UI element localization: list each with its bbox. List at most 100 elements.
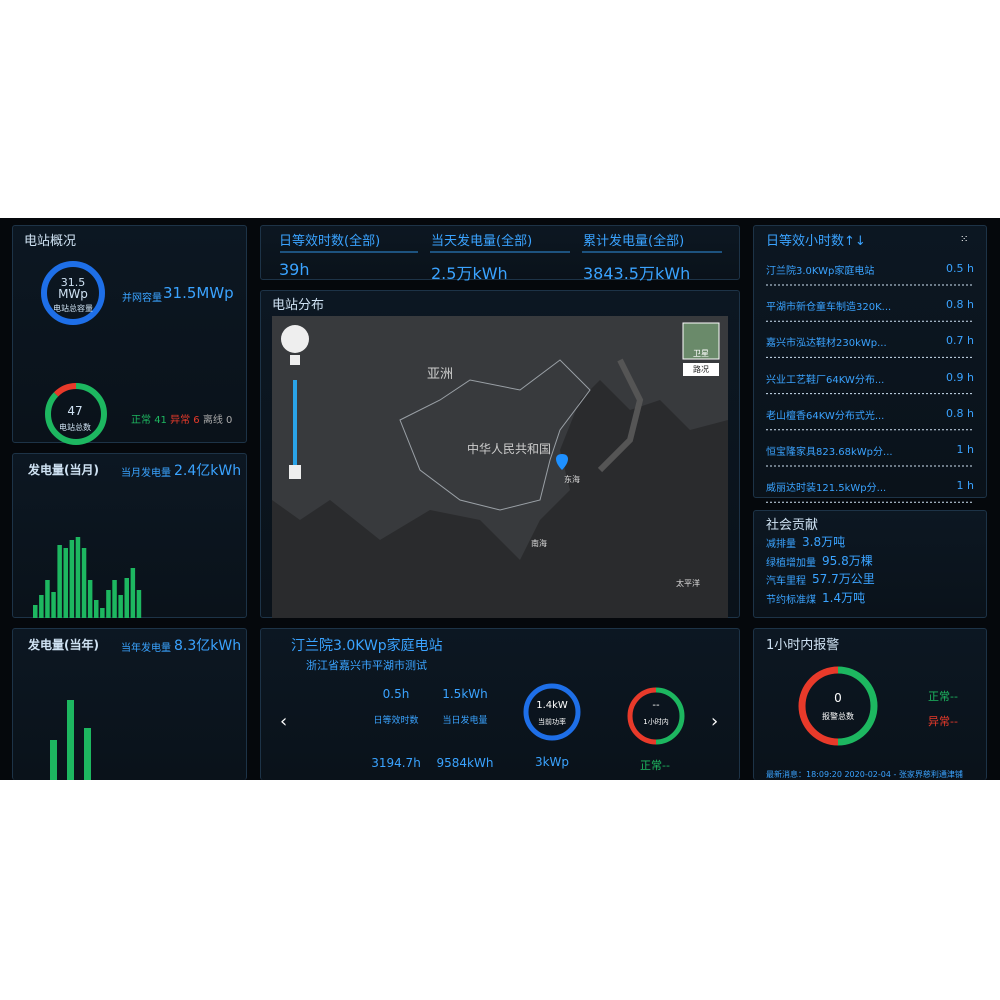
ring-value: 31.5 — [60, 276, 86, 289]
bar — [50, 740, 57, 780]
bar — [87, 580, 93, 618]
latest-message: 最新消息：18:09:20 2020-02-04 - 张家界慈利通津铺 — [766, 770, 963, 779]
normal-label: 正常 — [131, 415, 151, 426]
offline-count: 0 — [226, 415, 233, 426]
menu-icon[interactable]: ⁙ — [960, 234, 968, 245]
item-name: 兴业工艺鞋厂64KW分布... — [766, 374, 885, 386]
bar — [39, 595, 44, 618]
item-name: 恒宝隆家具823.68kWp分... — [766, 447, 893, 458]
bar — [136, 590, 142, 618]
normal-count: 41 — [154, 415, 167, 426]
bar — [81, 548, 87, 618]
ring-label: 电站总容量 — [53, 304, 93, 313]
abnormal-label: 异常 — [170, 415, 191, 426]
item-name: 威丽达时装121.5kWp分... — [766, 483, 887, 495]
social-value: 3.8万吨 — [802, 535, 846, 549]
panel-title: 发电量(当年) — [28, 638, 99, 652]
metric-label: 日等效时数 — [373, 716, 419, 726]
kpi-value: 3843.5万kWh — [583, 264, 691, 283]
ring-value: -- — [652, 700, 660, 711]
alarm-normal: 正常-- — [928, 690, 958, 703]
bar — [130, 568, 136, 618]
ring-value: 47 — [67, 404, 83, 418]
count-ring-abnormal — [45, 383, 107, 445]
ring-value: 0 — [834, 691, 842, 705]
bar — [57, 545, 62, 618]
kpi-value: 2.5万kWh — [431, 264, 508, 283]
social-label: 减排量 — [766, 539, 796, 550]
item-name: 汀兰院3.0KWp家庭电站 — [766, 266, 875, 277]
button-label[interactable]: 卫星 — [693, 349, 709, 358]
item-name: 老山檀香64KW分布式光... — [766, 410, 885, 422]
zoom-slider[interactable] — [293, 380, 297, 470]
bar — [84, 728, 91, 780]
metric-label: 当日发电量 — [442, 716, 488, 726]
panel-title: 日等效小时数↑↓ — [766, 234, 866, 249]
land — [272, 316, 728, 560]
item-value: 0.8 h — [946, 298, 974, 312]
alarm-ring-normal — [837, 666, 878, 746]
next-button[interactable]: › — [711, 711, 718, 732]
item-name: 嘉兴市泓达鞋材230kWp... — [766, 338, 887, 350]
panel-title: 1小时内报警 — [766, 638, 840, 653]
value: 2.4亿kWh — [174, 463, 242, 479]
zoom-in[interactable] — [290, 355, 300, 365]
label: 当年发电量 — [121, 643, 171, 654]
panel-title: 电站概况 — [24, 234, 77, 249]
social-label: 节约标准煤 — [766, 595, 816, 607]
zoom-out[interactable] — [289, 465, 301, 479]
panel — [12, 453, 247, 618]
metric-value: 0.5h — [382, 687, 410, 701]
bar — [69, 540, 75, 618]
border — [399, 359, 591, 511]
panel — [753, 628, 987, 780]
station-marker[interactable] — [556, 454, 568, 470]
item-name: 平湖市新仓童车制造320K... — [766, 302, 892, 314]
ring-unit: MWp — [58, 287, 88, 301]
hour-ring-normal — [655, 687, 685, 745]
bar — [75, 537, 81, 618]
pan-control[interactable] — [281, 325, 309, 353]
item-value: 1 h — [956, 443, 974, 456]
social-value: 57.7万公里 — [812, 572, 875, 587]
social-value: 1.4万吨 — [822, 591, 866, 606]
capacity: 3kWp — [534, 755, 570, 769]
bar — [112, 580, 117, 618]
kpi-label: 当天发电量(全部) — [431, 234, 533, 249]
social-value: 95.8万棵 — [822, 553, 873, 568]
status: 正常-- — [640, 759, 670, 772]
map-label: 南海 — [531, 539, 547, 548]
metric-total: 3194.7h — [371, 756, 421, 770]
offline-label: 离线 — [202, 415, 223, 426]
label: 并网容量 — [122, 293, 162, 304]
prev-button[interactable]: ‹ — [280, 711, 287, 732]
map-label: 亚洲 — [427, 367, 454, 382]
value: 31.5MWp — [163, 284, 234, 302]
item-value: 0.8 h — [946, 406, 974, 420]
ring-value: 1.4kW — [536, 700, 568, 711]
ring-label: 电站总数 — [59, 423, 91, 432]
ring-label: 当前功率 — [538, 718, 566, 726]
bar — [94, 600, 99, 618]
power-ring — [523, 683, 581, 741]
panel — [753, 510, 987, 618]
metric-total: 9584kWh — [436, 756, 494, 770]
panel-title: 发电量(当月) — [28, 463, 99, 477]
item-value: 0.5 h — [946, 262, 974, 275]
social-label: 绿植增加量 — [766, 557, 816, 569]
satellite-button[interactable] — [682, 322, 720, 360]
panel-title: 社会贡献 — [766, 518, 819, 533]
abnormal-count: 6 — [193, 415, 200, 426]
item-value: 0.7 h — [946, 334, 974, 348]
social-label: 汽车里程 — [766, 576, 806, 588]
label: 正常 41 异常 6 离线 0 — [131, 411, 232, 426]
traffic-button[interactable] — [683, 363, 719, 376]
ring-label: 1小时内 — [643, 718, 669, 726]
panel — [260, 628, 740, 780]
alarm-ring-abnormal — [798, 666, 839, 746]
kpi-label: 日等效时数(全部) — [279, 234, 381, 249]
bar — [118, 595, 123, 618]
button-label[interactable]: 路况 — [693, 365, 709, 374]
alarm-abnormal: 异常-- — [928, 715, 958, 728]
